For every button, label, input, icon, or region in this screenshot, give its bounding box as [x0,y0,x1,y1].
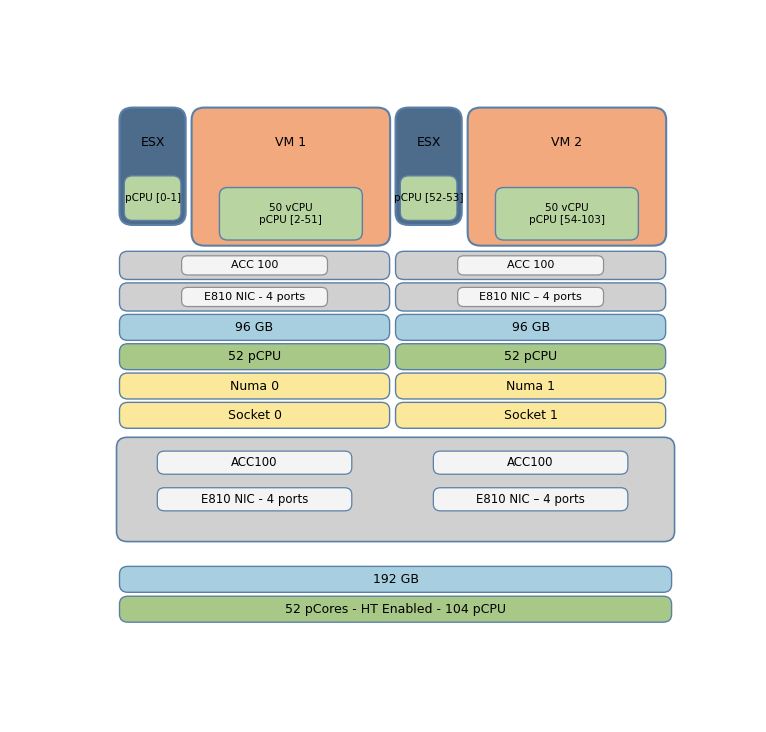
FancyBboxPatch shape [157,451,352,474]
Text: 52 pCPU: 52 pCPU [228,350,281,363]
FancyBboxPatch shape [395,403,666,428]
FancyBboxPatch shape [119,251,390,280]
Text: E810 NIC – 4 ports: E810 NIC – 4 ports [480,292,582,302]
Text: VM 1: VM 1 [275,135,306,149]
FancyBboxPatch shape [395,315,666,340]
FancyBboxPatch shape [182,255,328,275]
FancyBboxPatch shape [468,108,666,246]
Text: E810 NIC - 4 ports: E810 NIC - 4 ports [204,292,305,302]
Text: 52 pCPU: 52 pCPU [504,350,557,363]
Text: Socket 0: Socket 0 [228,408,282,422]
FancyBboxPatch shape [124,176,181,220]
Text: Numa 0: Numa 0 [230,379,279,392]
FancyBboxPatch shape [395,373,666,399]
Text: ACC 100: ACC 100 [231,261,278,270]
FancyBboxPatch shape [119,344,390,370]
Text: pCPU [0-1]: pCPU [0-1] [125,193,181,203]
FancyBboxPatch shape [157,488,352,511]
FancyBboxPatch shape [434,451,628,474]
FancyBboxPatch shape [496,187,638,240]
Text: 50 vCPU
pCPU [54-103]: 50 vCPU pCPU [54-103] [529,203,605,225]
Text: ESX: ESX [140,136,165,149]
FancyBboxPatch shape [395,108,462,225]
Text: pCPU [52-53]: pCPU [52-53] [394,193,463,203]
Text: 52 pCores - HT Enabled - 104 pCPU: 52 pCores - HT Enabled - 104 pCPU [285,602,506,616]
FancyBboxPatch shape [457,288,604,307]
Text: Socket 1: Socket 1 [504,408,558,422]
FancyBboxPatch shape [119,597,672,622]
Text: 96 GB: 96 GB [512,321,550,334]
FancyBboxPatch shape [119,108,185,225]
FancyBboxPatch shape [116,437,675,542]
FancyBboxPatch shape [119,315,390,340]
Text: E810 NIC – 4 ports: E810 NIC – 4 ports [476,493,585,506]
Text: 50 vCPU
pCPU [2-51]: 50 vCPU pCPU [2-51] [260,203,322,225]
FancyBboxPatch shape [119,283,390,311]
FancyBboxPatch shape [395,283,666,311]
Text: E810 NIC - 4 ports: E810 NIC - 4 ports [201,493,308,506]
Text: ACC 100: ACC 100 [507,261,555,270]
Text: 96 GB: 96 GB [235,321,273,334]
Text: VM 2: VM 2 [552,135,582,149]
FancyBboxPatch shape [182,288,328,307]
FancyBboxPatch shape [192,108,390,246]
FancyBboxPatch shape [434,488,628,511]
Text: ACC100: ACC100 [231,456,278,469]
Text: ACC100: ACC100 [507,456,554,469]
FancyBboxPatch shape [119,567,672,592]
Text: ESX: ESX [417,136,441,149]
FancyBboxPatch shape [457,255,604,275]
FancyBboxPatch shape [119,373,390,399]
Text: Numa 1: Numa 1 [506,379,555,392]
FancyBboxPatch shape [219,187,362,240]
FancyBboxPatch shape [395,344,666,370]
Text: 192 GB: 192 GB [372,573,418,586]
FancyBboxPatch shape [395,251,666,280]
FancyBboxPatch shape [119,403,390,428]
FancyBboxPatch shape [401,176,457,220]
